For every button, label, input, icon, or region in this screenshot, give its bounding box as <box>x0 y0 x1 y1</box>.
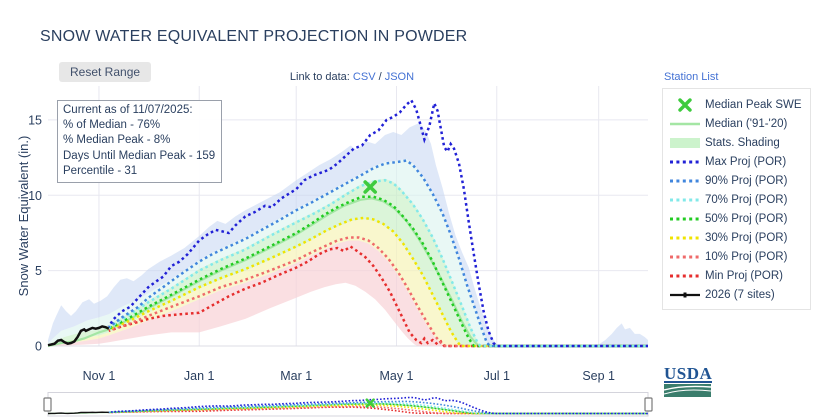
legend-item-70-proj-por[interactable]: 70% Proj (POR) <box>665 190 808 209</box>
legend-item-50-proj-por[interactable]: 50% Proj (POR) <box>665 209 808 228</box>
median-peak-swe-marker <box>363 180 377 194</box>
json-link[interactable]: JSON <box>384 71 415 83</box>
annotation-line: % Median Peak - 8% <box>63 134 171 147</box>
legend-item-label: Stats. Shading <box>705 136 780 149</box>
page-title: SNOW WATER EQUIVALENT PROJECTION IN POWD… <box>40 28 468 45</box>
series-90-proj-por <box>108 159 648 348</box>
slider-series <box>108 396 648 415</box>
link-to-data-label: Link to data: <box>289 71 353 83</box>
series-min-proj-por <box>108 244 648 348</box>
y-tick-label: 15 <box>28 113 42 127</box>
usda-logo[interactable]: USDA <box>664 364 714 397</box>
legend-item-label: 10% Proj (POR) <box>705 250 788 263</box>
slider-series <box>108 406 648 415</box>
legend-swatch-icon <box>665 250 705 264</box>
legend-item-label: 50% Proj (POR) <box>705 212 788 225</box>
x-tick-label: May 1 <box>379 369 413 383</box>
x-tick-label: Mar 1 <box>280 369 312 383</box>
series-2026-7-sites <box>47 325 110 347</box>
series-max-proj-por <box>107 98 648 348</box>
stats-shading-90-max <box>48 122 648 347</box>
legend-swatch-icon <box>665 269 705 283</box>
legend-swatch-icon <box>665 212 705 226</box>
legend-item-stats-shading[interactable]: Stats. Shading <box>665 133 808 152</box>
annotation-line: Current as of 11/07/2025: <box>63 104 193 116</box>
series-50-proj-por <box>108 195 648 348</box>
usda-swoosh-icon <box>664 384 711 397</box>
annotation-line: % of Median - 76% <box>63 119 161 132</box>
legend-item-10-proj-por[interactable]: 10% Proj (POR) <box>665 247 808 266</box>
stats-shading-10-30 <box>48 219 648 346</box>
legend-item-label: 30% Proj (POR) <box>705 231 788 244</box>
slider-median-peak-x-icon <box>365 398 375 408</box>
slider-series <box>47 411 109 415</box>
csv-link[interactable]: CSV <box>352 71 376 83</box>
annotation-line: Days Until Median Peak - 159 <box>63 149 216 162</box>
range-slider-handle-left[interactable] <box>43 397 52 412</box>
annotation-line: Percentile - 31 <box>63 164 138 177</box>
y-tick-label: 10 <box>28 189 42 203</box>
y-axis-title: Snow Water Equivalent (in.) <box>16 135 31 297</box>
legend-item-median-91-20[interactable]: Median ('91-'20) <box>665 114 808 133</box>
legend-swatch-icon <box>665 136 705 150</box>
legend-item-max-proj-por[interactable]: Max Proj (POR) <box>665 152 808 171</box>
legend-item-label: Median Peak SWE <box>705 98 802 111</box>
y-tick-label: 5 <box>35 264 42 278</box>
legend-item-label: 70% Proj (POR) <box>705 193 788 206</box>
chart-legend: Median Peak SWE Median ('91-'20) Stats. Sh… <box>662 88 811 310</box>
legend-swatch-icon <box>665 117 705 131</box>
legend-item-label: 2026 (7 sites) <box>705 288 775 301</box>
series-10-proj-por <box>108 236 648 348</box>
stats-shading-min-10 <box>48 240 648 346</box>
legend-item-label: 90% Proj (POR) <box>705 174 788 187</box>
legend-item-2026-7-sites[interactable]: 2026 (7 sites) <box>665 285 808 304</box>
legend-item-median-peak-swe[interactable]: Median Peak SWE <box>665 95 808 114</box>
x-tick-label: Jan 1 <box>184 369 215 383</box>
x-tick-label: Sep 1 <box>582 369 615 383</box>
x-tick-label: Jul 1 <box>484 369 510 383</box>
y-tick-label: 0 <box>35 340 42 354</box>
usda-logo-text: USDA <box>664 364 713 383</box>
legend-swatch-icon <box>665 155 705 169</box>
station-list-link[interactable]: Station List <box>664 71 719 83</box>
legend-swatch-icon <box>665 193 705 207</box>
current-status-annotation: Current as of 11/07/2025: % of Median - 7… <box>57 100 223 184</box>
link-separator: / <box>375 71 385 83</box>
legend-item-label: Min Proj (POR) <box>705 269 783 282</box>
legend-swatch-icon <box>665 231 705 245</box>
x-tick-label: Nov 1 <box>83 369 116 383</box>
range-slider[interactable] <box>43 392 653 417</box>
slider-series <box>108 400 648 415</box>
legend-item-90-proj-por[interactable]: 90% Proj (POR) <box>665 171 808 190</box>
legend-swatch-icon <box>665 288 705 302</box>
legend-swatch-icon <box>665 174 705 188</box>
link-to-data: Link to data: CSV / JSON <box>247 71 457 83</box>
legend-item-min-proj-por[interactable]: Min Proj (POR) <box>665 266 808 285</box>
axis-tick-labels: Nov 1 Jan 1 Mar 1 May 1 Jul 1 Sep 1 0 5 10 15 <box>28 113 615 383</box>
legend-item-30-proj-por[interactable]: 30% Proj (POR) <box>665 228 808 247</box>
legend-item-label: Max Proj (POR) <box>705 155 787 168</box>
median-peak-x-icon <box>665 97 705 112</box>
reset-range-button[interactable]: Reset Range <box>59 62 152 82</box>
range-slider-handle-right[interactable] <box>644 397 653 412</box>
legend-item-label: Median ('91-'20) <box>705 117 788 130</box>
slider-series <box>108 401 648 415</box>
